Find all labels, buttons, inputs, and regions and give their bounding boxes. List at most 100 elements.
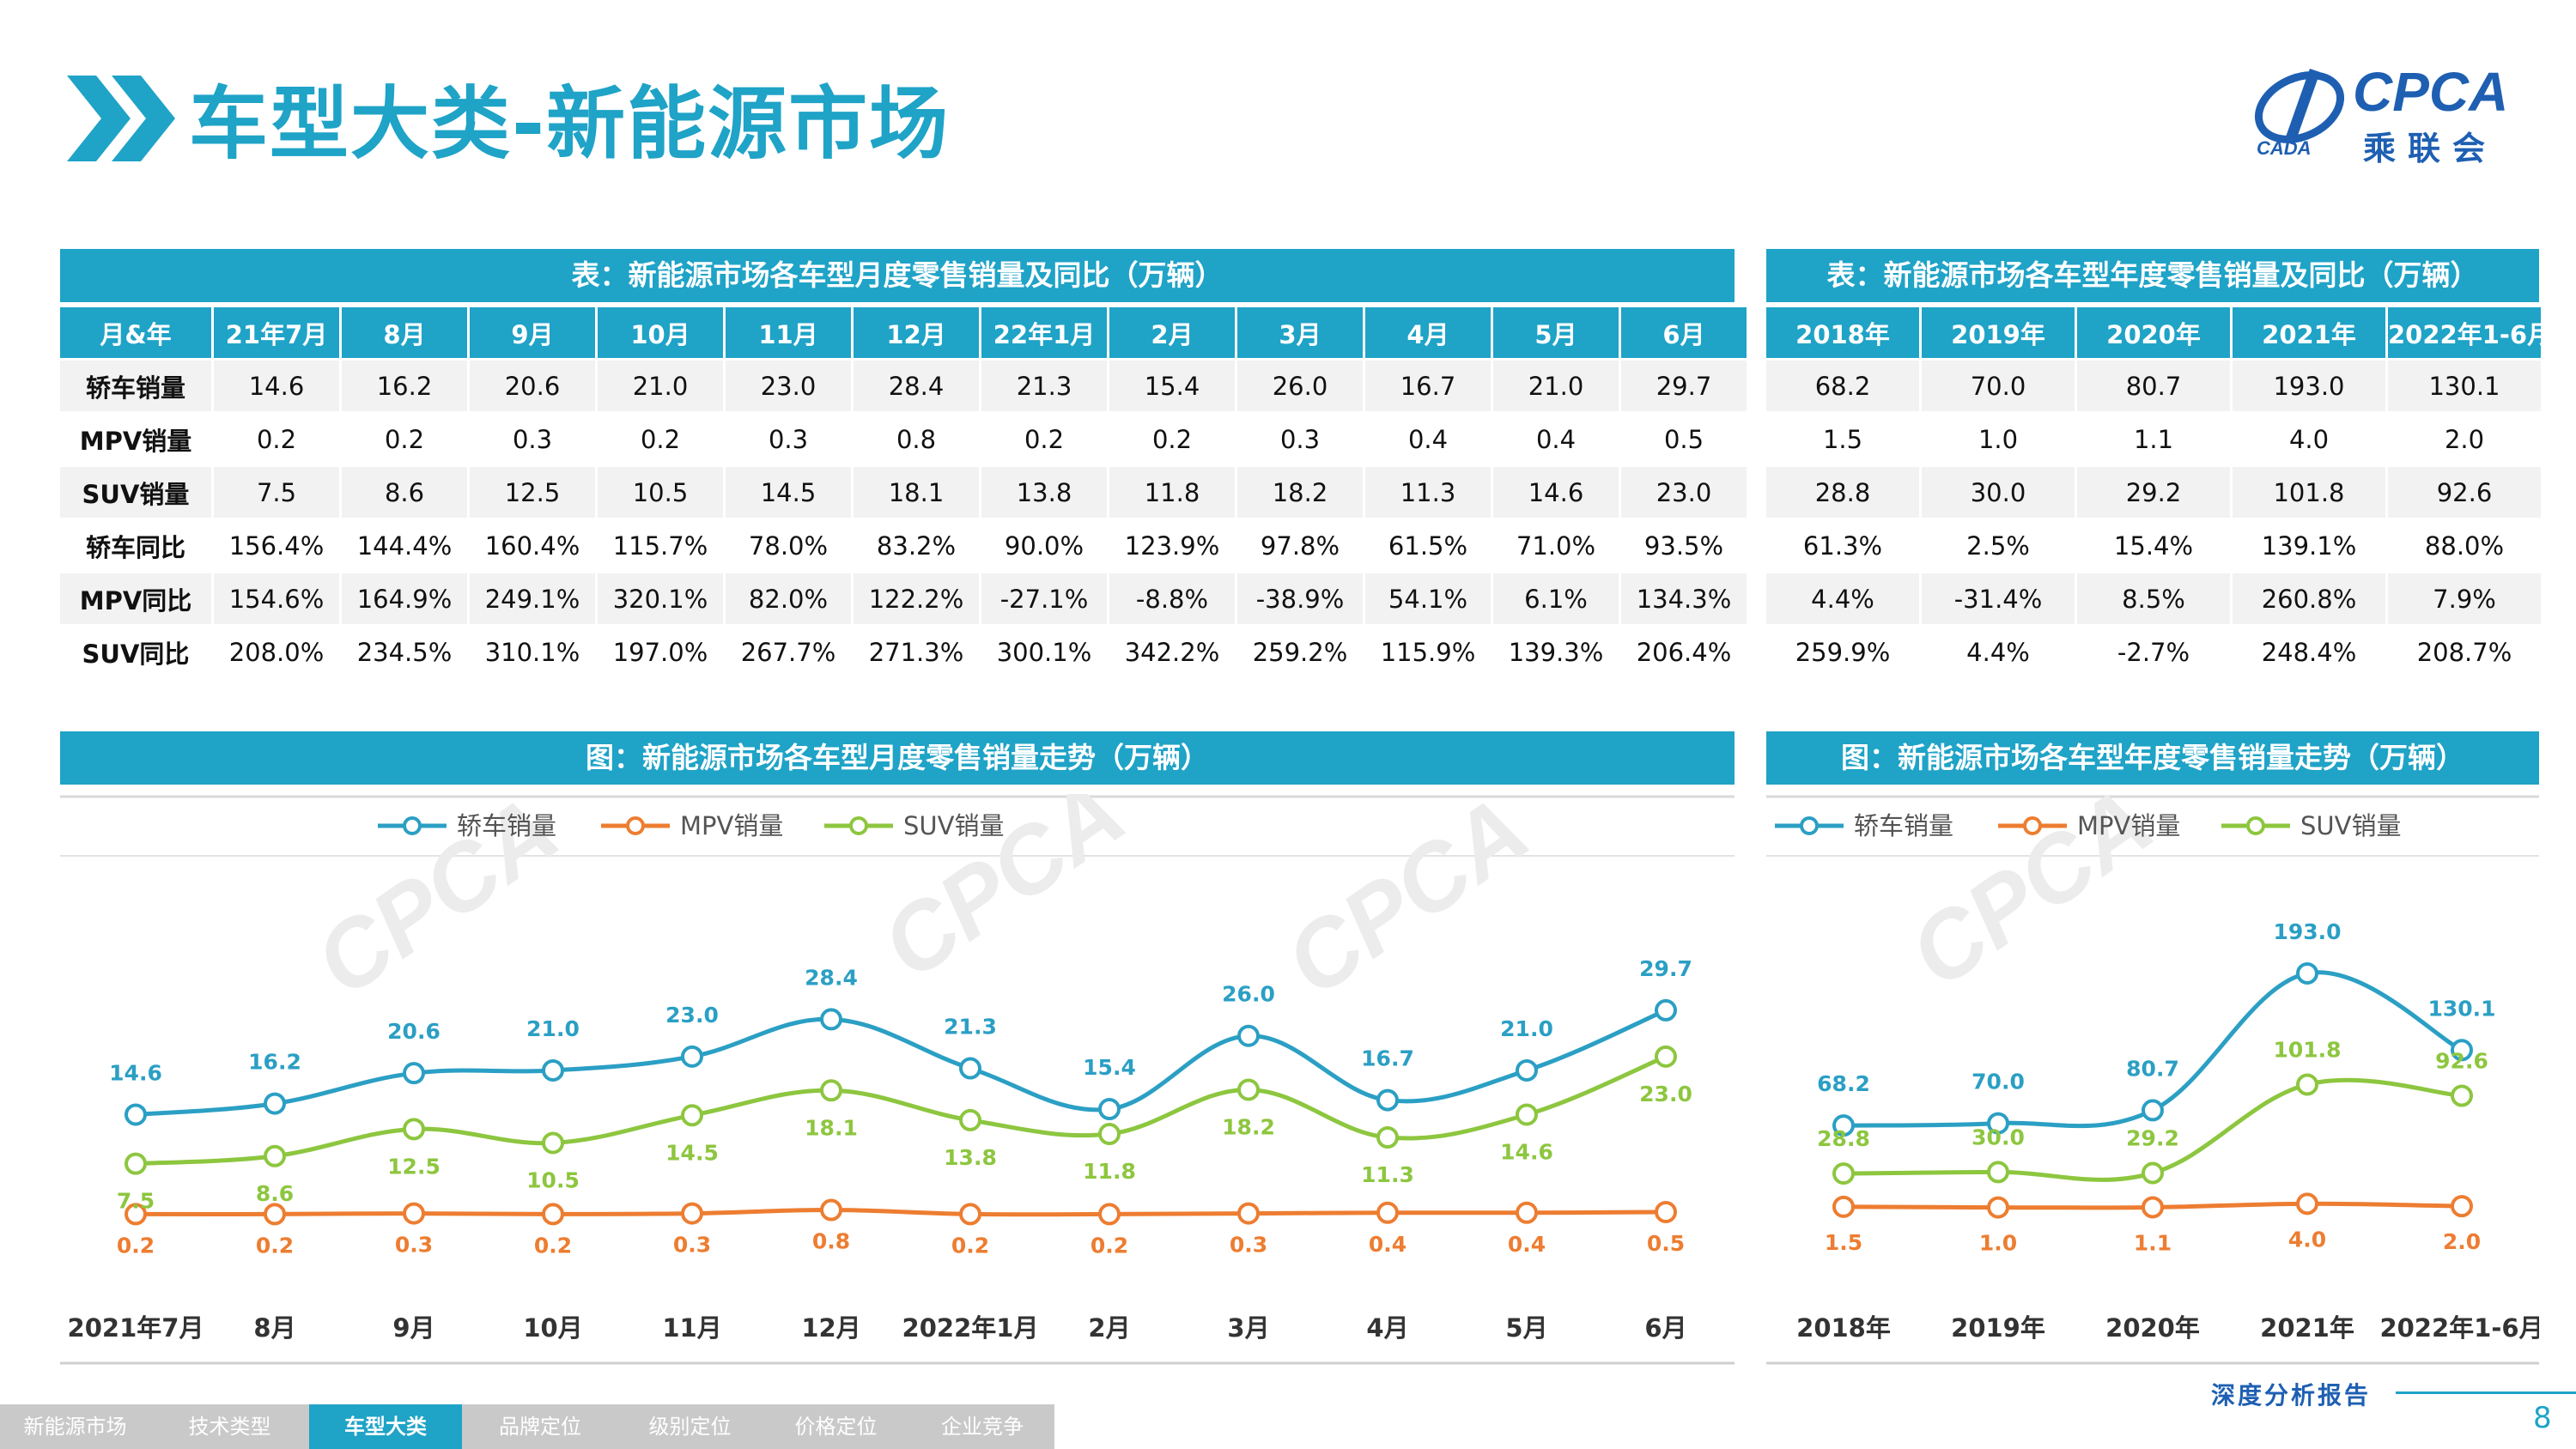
data-point (1516, 1103, 1538, 1126)
legend-marker (403, 816, 422, 835)
table-cell: 30.0 (1922, 467, 2075, 518)
data-point (1098, 1203, 1121, 1226)
data-label: 8.6 (256, 1181, 294, 1206)
table-cell: 130.1 (2388, 361, 2541, 411)
series-line (135, 1008, 1667, 1117)
footer-tab[interactable]: 技术类型 (188, 1415, 271, 1439)
table-cell: 156.4% (214, 520, 339, 571)
table-cell: 21.3 (981, 361, 1107, 411)
table-cell: 342.2% (1109, 627, 1235, 677)
data-point (2451, 1039, 2473, 1062)
data-point (542, 1203, 564, 1226)
data-point (820, 1079, 842, 1102)
table-cell: 97.8% (1237, 520, 1363, 571)
data-label: 7.5 (117, 1189, 155, 1214)
table-cell: 8.6 (342, 467, 467, 518)
data-label: 68.2 (1817, 1071, 1870, 1096)
data-label: 0.2 (1091, 1233, 1128, 1258)
table-cell: 71.0% (1493, 520, 1619, 571)
data-label: 14.6 (109, 1060, 162, 1085)
table-cell: -2.7% (2077, 627, 2230, 677)
footer-tab[interactable]: 车型大类 (309, 1404, 462, 1449)
column-header: 2019年 (1922, 307, 2075, 358)
data-label: 11.3 (1361, 1162, 1414, 1187)
data-point (1516, 1201, 1538, 1224)
data-point (1655, 998, 1677, 1022)
data-point (2296, 1192, 2318, 1216)
table-row: 轿车销量 14.6 16.2 20.6 21.0 23.0 28.4 21.3 15.4 26.0… (60, 361, 1747, 411)
data-label: 92.6 (2435, 1049, 2488, 1074)
data-point (1237, 1078, 1260, 1101)
data-point (1516, 1058, 1538, 1082)
table-cell: 16.7 (1365, 361, 1491, 411)
table-cell: 122.2% (854, 573, 979, 624)
footer-tab[interactable]: 价格定位 (794, 1415, 878, 1439)
data-point (1376, 1088, 1399, 1112)
data-label: 0.2 (534, 1233, 572, 1258)
table-cell: 320.1% (598, 573, 723, 624)
table-cell: 23.0 (726, 361, 851, 411)
table-cell: 88.0% (2388, 520, 2541, 571)
table-row: MPV同比 154.6% 164.9% 249.1% 320.1% 82.0% 122.2%… (60, 573, 1747, 624)
table-cell: 1.1 (2077, 414, 2230, 464)
column-header: 8月 (342, 307, 467, 358)
legend-marker (2246, 816, 2265, 835)
table-cell: 20.6 (470, 361, 595, 411)
data-point (1655, 1045, 1677, 1068)
table-cell: 139.3% (1493, 627, 1619, 677)
table-cell: -38.9% (1237, 573, 1363, 624)
table-cell: 134.3% (1621, 573, 1747, 624)
table-cell: 139.1% (2233, 520, 2385, 571)
data-point (125, 1152, 147, 1175)
x-tick-label: 4月 (1366, 1313, 1408, 1343)
table-cell: -31.4% (1922, 573, 2075, 624)
column-header: 9月 (470, 307, 595, 358)
row-label: 轿车销量 (60, 361, 211, 411)
table-cell: 0.4 (1365, 414, 1491, 464)
row-label: SUV销量 (60, 467, 211, 518)
legend-label: MPV销量 (2077, 811, 2180, 840)
footer-tab[interactable]: 级别定位 (648, 1415, 732, 1439)
data-point (125, 1203, 147, 1226)
table-cell: 54.1% (1365, 573, 1491, 624)
data-label: 1.1 (2134, 1230, 2172, 1255)
data-label: 0.4 (1369, 1232, 1406, 1257)
table-cell: 93.5% (1621, 520, 1747, 571)
data-label: 28.8 (1817, 1126, 1870, 1151)
data-point (681, 1202, 703, 1225)
column-header: 10月 (598, 307, 723, 358)
data-label: 28.4 (805, 965, 858, 990)
report-divider (2396, 1391, 2576, 1394)
row-label: 轿车同比 (60, 520, 211, 571)
x-tick-label: 2019年 (1951, 1313, 2045, 1343)
legend-label: SUV销量 (903, 811, 1004, 840)
legend-label: 轿车销量 (1854, 811, 1953, 840)
data-point (542, 1058, 564, 1082)
data-point (1987, 1112, 2009, 1135)
x-tick-label: 3月 (1227, 1313, 1269, 1343)
footer-tab[interactable]: 企业竞争 (941, 1415, 1024, 1439)
data-point (1098, 1123, 1121, 1146)
x-tick-label: 2018年 (1796, 1313, 1891, 1343)
table-cell: 13.8 (981, 467, 1107, 518)
data-label: 16.2 (248, 1050, 301, 1075)
table-cell: 12.5 (470, 467, 595, 518)
data-point (403, 1118, 425, 1141)
report-label: 深度分析报告 (2211, 1381, 2372, 1410)
x-tick-label: 2020年 (2105, 1313, 2200, 1343)
legend-marker (1800, 816, 1819, 835)
table-cell: 15.4% (2077, 520, 2230, 571)
column-header: 5月 (1493, 307, 1619, 358)
table-cell: 18.1 (854, 467, 979, 518)
data-point (820, 1198, 842, 1222)
table-cell: 21.0 (598, 361, 723, 411)
table-row: 轿车同比 156.4% 144.4% 160.4% 115.7% 78.0% 83.2% 90… (60, 520, 1747, 571)
table-cell: 4.4% (1922, 627, 2075, 677)
data-label: 18.1 (805, 1115, 858, 1140)
footer-tab[interactable]: 品牌定位 (499, 1415, 581, 1439)
data-label: 130.1 (2427, 996, 2495, 1021)
table-cell: 0.2 (1109, 414, 1235, 464)
footer-tab[interactable]: 新能源市场 (23, 1415, 127, 1439)
data-point (2296, 961, 2318, 985)
